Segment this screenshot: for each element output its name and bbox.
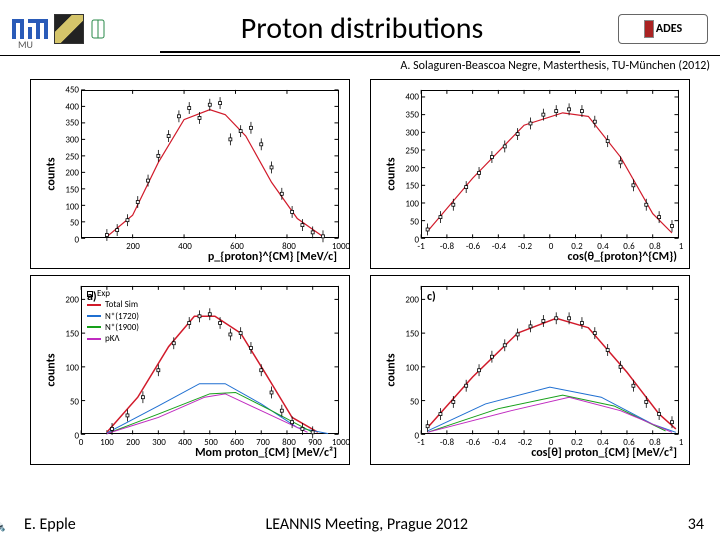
extra-logo-icon bbox=[90, 18, 106, 40]
chart-top-right: countscos(θ_{proton}^{CM})05010015020025… bbox=[370, 79, 690, 269]
tum-logo-icon bbox=[12, 19, 48, 39]
header: MU Proton distributions ADES bbox=[0, 0, 720, 56]
content-area: Exp Data p.KΛ phase space sim work in pr… bbox=[0, 73, 720, 465]
chart-bottom-right: countscos[θ] proton_{CM} [MeV/c²]0501001… bbox=[370, 275, 690, 465]
hades-logo-icon: ADES bbox=[618, 14, 708, 44]
page-number: 34 bbox=[688, 515, 704, 534]
mu-label: MU bbox=[18, 38, 33, 51]
cube-logo-icon bbox=[54, 14, 84, 44]
footer: E. Epple LEANNIS Meeting, Prague 2012 34 bbox=[0, 515, 720, 534]
meeting-label: LEANNIS Meeting, Prague 2012 bbox=[265, 515, 468, 534]
chart-top-left: countsp_{proton}^{CM} [MeV/c]05010015020… bbox=[30, 79, 350, 269]
page-title: Proton distributions bbox=[106, 10, 618, 47]
chart-bottom-left: countsMom proton_{CM} [MeV/c²]0501001502… bbox=[30, 275, 350, 465]
title-underline bbox=[160, 51, 580, 53]
credit-line: A. Solaguren-Beascoa Negre, Masterthesis… bbox=[0, 56, 720, 73]
author-label: E. Epple bbox=[24, 515, 76, 534]
chart-grid: countsp_{proton}^{CM} [MeV/c]05010015020… bbox=[16, 79, 704, 465]
